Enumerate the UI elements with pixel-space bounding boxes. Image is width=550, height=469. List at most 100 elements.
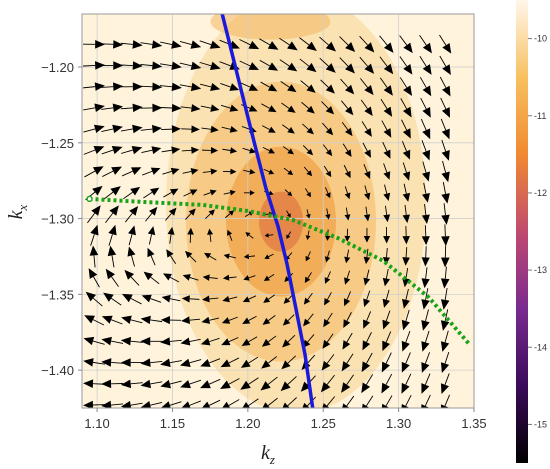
vector-arrow bbox=[422, 161, 430, 182]
vector-arrow bbox=[162, 167, 180, 175]
vector-arrow bbox=[140, 315, 163, 325]
vector-arrow bbox=[363, 206, 371, 222]
vector-arrow bbox=[140, 61, 163, 70]
vector-arrow bbox=[140, 379, 163, 389]
vector-arrow bbox=[439, 34, 452, 54]
vector-arrow bbox=[242, 295, 257, 303]
vector-arrow bbox=[441, 203, 450, 225]
vector-arrow bbox=[239, 60, 260, 71]
vector-arrow bbox=[441, 245, 450, 268]
vector-arrow bbox=[401, 394, 412, 408]
x-tick-label: 1.10 bbox=[84, 416, 109, 431]
y-tick-label: −1.20 bbox=[41, 60, 74, 75]
vector-arrow bbox=[321, 122, 334, 136]
vector-arrow bbox=[399, 56, 413, 75]
vector-arrow bbox=[83, 145, 105, 155]
vector-arrow bbox=[182, 168, 199, 175]
vector-arrow bbox=[101, 82, 124, 91]
vector-arrow bbox=[120, 124, 143, 134]
vector-arrow bbox=[121, 167, 142, 177]
vector-arrow bbox=[363, 269, 371, 286]
vector-arrow bbox=[140, 103, 163, 113]
vector-arrow bbox=[320, 79, 335, 94]
vector-arrow bbox=[359, 78, 374, 96]
vector-arrow bbox=[322, 333, 334, 349]
vector-arrow bbox=[222, 295, 238, 303]
curve-series bbox=[86, 14, 472, 408]
vector-arrow bbox=[121, 145, 143, 155]
vector-arrow bbox=[140, 124, 162, 134]
vector-arrow bbox=[402, 162, 411, 181]
vector-arrow bbox=[421, 352, 431, 373]
vector-arrow bbox=[160, 337, 182, 346]
vector-arrow bbox=[421, 225, 430, 246]
vector-arrow bbox=[261, 335, 277, 347]
vector-arrow bbox=[101, 400, 124, 408]
vector-arrow bbox=[181, 400, 201, 408]
vector-arrow bbox=[242, 147, 257, 154]
y-tick-label: −1.40 bbox=[41, 363, 74, 378]
vector-arrow bbox=[439, 76, 451, 97]
vector-arrow bbox=[161, 146, 181, 155]
vector-arrow bbox=[422, 182, 430, 203]
vector-arrow bbox=[120, 379, 143, 389]
vector-arrow bbox=[402, 183, 411, 202]
vector-arrow bbox=[282, 314, 295, 326]
vector-arrow bbox=[242, 315, 257, 324]
y-axis-title-sub: x bbox=[15, 204, 30, 211]
vector-arrow bbox=[323, 165, 332, 178]
colorbar-ticks: -10 -11 -12 -13 -14 -15 bbox=[528, 34, 547, 429]
vector-arrow bbox=[283, 167, 294, 176]
vector-arrow bbox=[202, 147, 219, 154]
vector-arrow bbox=[220, 83, 240, 91]
vector-arrow bbox=[401, 119, 411, 139]
vector-arrow bbox=[343, 312, 352, 328]
vector-arrow bbox=[263, 168, 275, 175]
vector-arrow bbox=[181, 146, 200, 154]
vector-arrow bbox=[140, 40, 163, 49]
dotted-curve-start-marker bbox=[86, 195, 93, 203]
vector-arrow bbox=[120, 103, 143, 113]
vector-arrow bbox=[179, 82, 202, 92]
vector-arrow bbox=[379, 35, 394, 53]
vector-arrow bbox=[166, 249, 177, 265]
vector-arrow bbox=[440, 394, 451, 408]
vector-arrow bbox=[243, 190, 255, 196]
vector-arrow bbox=[160, 379, 182, 389]
vector-arrow bbox=[359, 35, 375, 53]
vector-arrow bbox=[180, 337, 201, 346]
vector-arrow bbox=[280, 376, 297, 392]
vector-arrow bbox=[143, 271, 160, 285]
vector-arrow bbox=[380, 98, 393, 117]
vector-arrow bbox=[223, 168, 237, 175]
vector-arrow bbox=[420, 97, 431, 118]
vector-arrow bbox=[260, 81, 278, 92]
vector-arrow bbox=[185, 208, 196, 220]
vector-arrow bbox=[421, 330, 430, 352]
vector-arrow bbox=[180, 104, 201, 113]
vector-arrow bbox=[264, 253, 274, 259]
vector-arrow bbox=[200, 358, 221, 367]
vector-arrow bbox=[382, 310, 391, 330]
vector-arrow bbox=[187, 227, 194, 243]
vector-arrow bbox=[142, 167, 161, 176]
vector-arrow bbox=[301, 101, 315, 114]
vector-arrow bbox=[419, 34, 432, 54]
colorbar-tick-label: -14 bbox=[534, 342, 547, 352]
vector-arrow bbox=[120, 336, 143, 346]
colorbar-tick-label: -10 bbox=[534, 34, 547, 44]
vector-arrow bbox=[127, 246, 136, 267]
vector-arrow bbox=[361, 352, 373, 373]
vector-arrow bbox=[342, 332, 353, 350]
vector-arrow bbox=[83, 82, 106, 91]
vector-arrow bbox=[325, 208, 331, 220]
vector-arrow bbox=[402, 247, 410, 266]
vector-arrow bbox=[364, 185, 371, 201]
vector-arrow bbox=[421, 204, 430, 224]
vector-arrow bbox=[183, 189, 198, 197]
x-tick-label: 1.30 bbox=[386, 416, 411, 431]
vector-arrow bbox=[401, 330, 411, 352]
vector-arrow bbox=[421, 140, 431, 161]
vector-arrow bbox=[199, 61, 221, 70]
vector-arrow bbox=[201, 399, 221, 408]
